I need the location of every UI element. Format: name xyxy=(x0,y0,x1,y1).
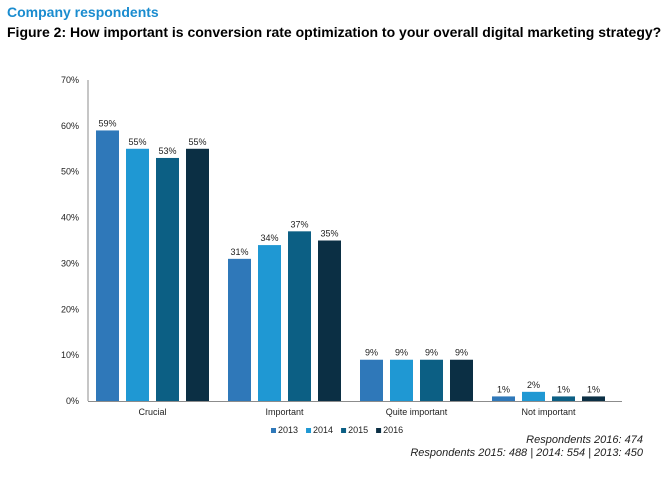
legend-swatch-2014 xyxy=(306,428,312,433)
respondents-footnote-prior-years: Respondents 2015: 488 | 2014: 554 | 2013… xyxy=(410,447,643,459)
bar-2013-quite-important xyxy=(360,359,383,401)
bar-value-label: 59% xyxy=(98,118,116,128)
bar-value-label: 53% xyxy=(158,146,176,156)
bar-value-label: 1% xyxy=(587,384,600,394)
bar-2016-quite-important xyxy=(450,359,473,401)
bar-2016-crucial xyxy=(186,148,209,401)
y-tick-label: 20% xyxy=(61,304,79,314)
legend-swatch-2016 xyxy=(376,428,382,433)
x-category-label: Quite important xyxy=(386,407,448,417)
bar-value-label: 31% xyxy=(230,247,248,257)
x-category-label: Not important xyxy=(521,407,576,417)
bar-value-label: 1% xyxy=(497,384,510,394)
figure-title: Figure 2: How important is conversion ra… xyxy=(7,24,662,40)
bar-value-label: 9% xyxy=(365,348,378,358)
bar-value-label: 9% xyxy=(455,348,468,358)
bar-value-label: 55% xyxy=(188,137,206,147)
bar-value-label: 37% xyxy=(290,219,308,229)
bar-2014-important xyxy=(258,245,281,401)
bar-2015-crucial xyxy=(156,157,179,401)
bar-value-label: 1% xyxy=(557,384,570,394)
y-tick-label: 0% xyxy=(66,396,79,406)
bar-2015-quite-important xyxy=(420,359,443,401)
bar-2014-quite-important xyxy=(390,359,413,401)
bar-2015-important xyxy=(288,231,311,401)
bar-value-label: 9% xyxy=(395,348,408,358)
legend-swatch-2015 xyxy=(341,428,347,433)
bar-value-label: 9% xyxy=(425,348,438,358)
y-tick-label: 30% xyxy=(61,258,79,268)
bar-2014-not-important xyxy=(522,391,545,401)
respondents-footnote-2016: Respondents 2016: 474 xyxy=(526,434,643,446)
x-category-label: Crucial xyxy=(138,407,166,417)
bar-2014-crucial xyxy=(126,148,149,401)
bar-2016-important xyxy=(318,240,341,401)
y-tick-label: 60% xyxy=(61,121,79,131)
bar-value-label: 34% xyxy=(260,233,278,243)
y-tick-label: 50% xyxy=(61,167,79,177)
bar-2013-important xyxy=(228,258,251,401)
bar-2016-not-important xyxy=(582,396,605,401)
legend-label-2015: 2015 xyxy=(348,425,368,435)
legend-label-2014: 2014 xyxy=(313,425,333,435)
y-tick-label: 40% xyxy=(61,213,79,223)
legend-label-2013: 2013 xyxy=(278,425,298,435)
y-tick-label: 70% xyxy=(61,75,79,85)
bar-value-label: 55% xyxy=(128,137,146,147)
bar-2013-crucial xyxy=(96,130,119,401)
y-tick-label: 10% xyxy=(61,350,79,360)
legend-label-2016: 2016 xyxy=(383,425,403,435)
x-category-label: Important xyxy=(265,407,304,417)
bar-value-label: 2% xyxy=(527,380,540,390)
bar-2015-not-important xyxy=(552,396,575,401)
section-label: Company respondents xyxy=(7,4,159,20)
legend-swatch-2013 xyxy=(271,428,276,433)
bar-value-label: 35% xyxy=(320,229,338,239)
bar-2013-not-important xyxy=(492,396,515,401)
